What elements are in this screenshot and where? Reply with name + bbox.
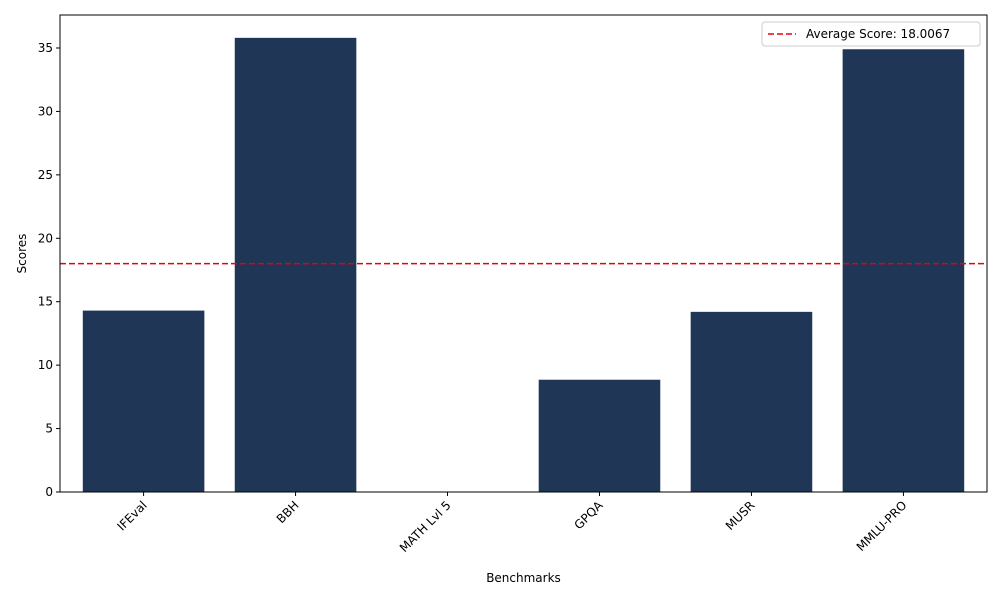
legend-label: Average Score: 18.0067 [806,27,950,41]
y-tick-label: 5 [45,422,53,436]
bars-group [82,37,965,493]
y-tick-label: 25 [38,168,53,182]
y-tick-label: 15 [38,295,53,309]
y-tick-label: 0 [45,485,53,499]
bar-ifeval [82,310,205,492]
plot-frame [59,14,988,493]
bar-bbh [234,37,357,492]
y-axis-label: Scores [15,234,29,274]
y-tick-label: 10 [38,358,53,372]
y-axis-ticks: 0 5 10 15 20 25 30 35 [38,41,60,499]
y-tick-label: 30 [38,104,53,118]
bar-mmlu-pro [842,49,965,493]
bar-musr [690,311,813,492]
legend-box [761,21,981,47]
y-tick-label: 35 [38,41,53,55]
x-axis-label: Benchmarks [486,571,561,585]
legend: Average Score: 18.0067 [761,21,981,47]
y-tick-label: 20 [38,231,53,245]
bar-gpqa [538,379,661,492]
